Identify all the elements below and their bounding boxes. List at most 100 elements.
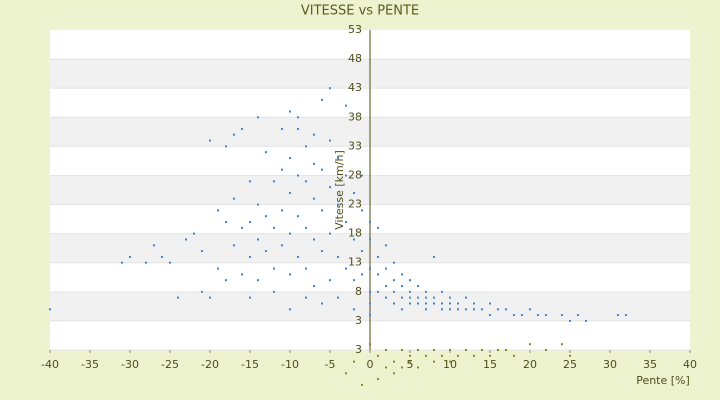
x-tick-label: -15	[241, 358, 259, 371]
data-point	[361, 383, 363, 386]
data-point	[385, 349, 387, 351]
data-point	[497, 349, 499, 351]
data-point	[361, 250, 363, 253]
data-point	[441, 290, 443, 293]
data-point	[305, 145, 307, 148]
x-tick-label: 35	[643, 358, 657, 371]
data-point	[321, 168, 323, 171]
data-point	[201, 250, 203, 253]
data-point	[193, 232, 195, 235]
data-point	[433, 360, 435, 363]
data-point	[313, 197, 315, 200]
data-point	[321, 98, 323, 101]
data-point	[425, 354, 427, 357]
x-tick-label: 15	[483, 358, 497, 371]
data-point	[345, 267, 347, 270]
data-point	[377, 273, 379, 276]
data-point	[305, 180, 307, 183]
x-tick-label: -35	[81, 358, 99, 371]
x-tick-label: 20	[523, 358, 537, 371]
data-point	[329, 232, 331, 235]
data-point	[409, 302, 411, 305]
data-point	[465, 308, 467, 311]
data-point	[225, 279, 227, 282]
data-point	[401, 285, 403, 287]
data-point	[289, 232, 291, 235]
data-point	[297, 116, 299, 119]
data-point	[449, 308, 451, 311]
data-point	[393, 372, 395, 375]
data-point	[257, 279, 259, 282]
data-point	[409, 279, 411, 282]
data-point	[257, 238, 259, 241]
data-point	[385, 285, 387, 287]
y-axis-label: Vitesse [km/h]	[333, 150, 346, 230]
data-point	[449, 349, 451, 351]
data-point	[417, 366, 419, 369]
data-point	[353, 191, 355, 194]
data-point	[425, 296, 427, 299]
data-point	[569, 319, 571, 322]
x-axis-label: Pente [%]	[636, 374, 690, 387]
data-point	[329, 279, 331, 282]
data-point	[409, 290, 411, 293]
x-tick-label: 25	[563, 358, 577, 371]
data-point	[377, 290, 379, 293]
data-point	[473, 308, 475, 311]
data-point	[321, 302, 323, 305]
data-point	[401, 308, 403, 311]
data-point	[369, 267, 371, 270]
data-point	[393, 290, 395, 293]
x-tick-label: -20	[201, 358, 219, 371]
data-point	[145, 261, 147, 264]
data-point	[233, 197, 235, 200]
data-point	[377, 226, 379, 229]
data-point	[433, 296, 435, 299]
data-point	[241, 226, 243, 229]
data-point	[513, 314, 515, 317]
data-point	[377, 378, 379, 381]
data-point	[329, 87, 331, 90]
data-point	[473, 302, 475, 305]
data-point	[353, 238, 355, 241]
data-point	[529, 308, 531, 311]
data-point	[353, 360, 355, 363]
data-point	[409, 296, 411, 299]
data-point	[625, 314, 627, 317]
data-point	[481, 308, 483, 311]
data-point	[121, 261, 123, 264]
data-point	[449, 360, 451, 363]
data-point	[401, 349, 403, 351]
data-point	[313, 238, 315, 241]
data-point	[377, 255, 379, 258]
data-point	[529, 343, 531, 346]
data-point	[393, 279, 395, 282]
data-point	[209, 296, 211, 299]
x-tick-label: 40	[683, 358, 697, 371]
data-point	[521, 314, 523, 317]
data-point	[361, 209, 363, 212]
data-point	[217, 267, 219, 270]
data-point	[281, 127, 283, 130]
data-point	[361, 273, 363, 276]
y-tick-label: 3	[355, 314, 362, 327]
data-point	[545, 314, 547, 317]
data-point	[281, 209, 283, 212]
data-point	[417, 296, 419, 299]
data-point	[249, 255, 251, 258]
data-point	[489, 354, 491, 357]
data-point	[369, 290, 371, 293]
data-point	[265, 250, 267, 253]
x-tick-label: -10	[281, 358, 299, 371]
data-point	[49, 308, 51, 311]
data-point	[161, 255, 163, 258]
data-point	[353, 308, 355, 311]
data-point	[273, 290, 275, 293]
data-point	[201, 290, 203, 293]
data-point	[321, 250, 323, 253]
data-point	[441, 354, 443, 357]
data-point	[313, 133, 315, 136]
data-point	[433, 302, 435, 305]
data-point	[265, 215, 267, 218]
data-point	[393, 360, 395, 363]
